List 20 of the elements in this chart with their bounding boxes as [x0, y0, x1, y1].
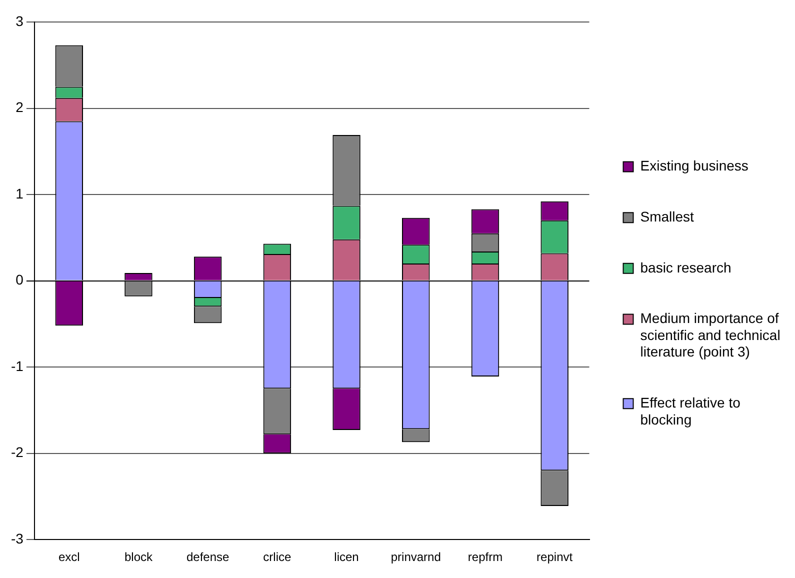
- y-tick-label: 3: [16, 12, 24, 29]
- legend-label: Medium importance of scientific and technical literature (point 3): [640, 310, 780, 360]
- legend-label: Smallest: [640, 208, 694, 224]
- y-tick-label: -3: [10, 530, 24, 546]
- y-tick-label: -1: [10, 358, 24, 374]
- x-tick-label: prinvarnd: [390, 550, 441, 564]
- legend-label: Existing business: [640, 158, 748, 174]
- y-tick-label: 0: [16, 272, 24, 288]
- x-tick-label: excl: [58, 550, 80, 564]
- legend-label: basic research: [640, 259, 732, 276]
- x-tick-label: repinvt: [536, 550, 574, 564]
- x-tick-label: repfrm: [468, 550, 503, 564]
- y-tick-label: -2: [10, 444, 24, 460]
- x-tick-label: block: [124, 550, 154, 564]
- x-tick-label: crlice: [263, 550, 292, 564]
- legend-label: Effect relative to blocking: [640, 394, 741, 428]
- y-tick-label: 2: [16, 99, 24, 116]
- y-tick-label: 1: [16, 185, 24, 202]
- x-tick-label: defense: [186, 550, 230, 564]
- x-tick-label: licen: [334, 550, 359, 564]
